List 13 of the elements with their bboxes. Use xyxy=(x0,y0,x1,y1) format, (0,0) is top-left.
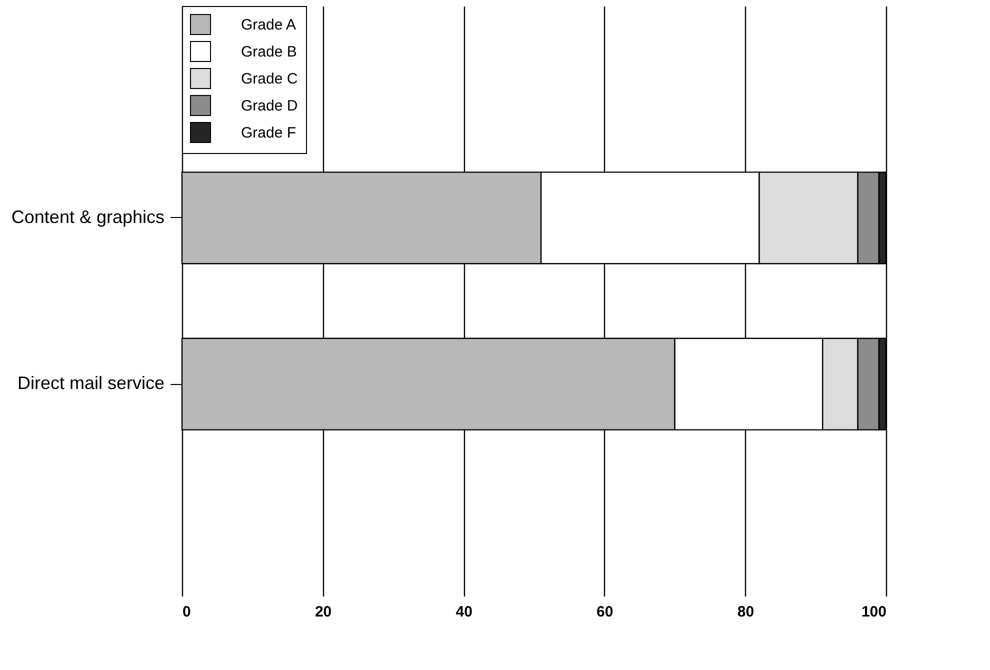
y-tick-label: Direct mail service xyxy=(17,373,164,394)
legend-label: Grade D xyxy=(241,98,298,114)
legend-label: Grade B xyxy=(241,44,297,60)
x-tick-label: 100 xyxy=(861,604,886,620)
y-tick-label: Content & graphics xyxy=(11,206,164,227)
x-tick-label: 80 xyxy=(737,604,754,620)
x-tick-label: 40 xyxy=(456,604,472,620)
x-tick-label: 20 xyxy=(314,604,332,620)
legend-label: Grade C xyxy=(241,70,298,88)
legend-label: Grade F xyxy=(241,124,296,142)
x-tick-label: 60 xyxy=(596,604,614,620)
legend-label: Grade A xyxy=(241,16,296,34)
x-tick-label: 0 xyxy=(182,604,191,620)
